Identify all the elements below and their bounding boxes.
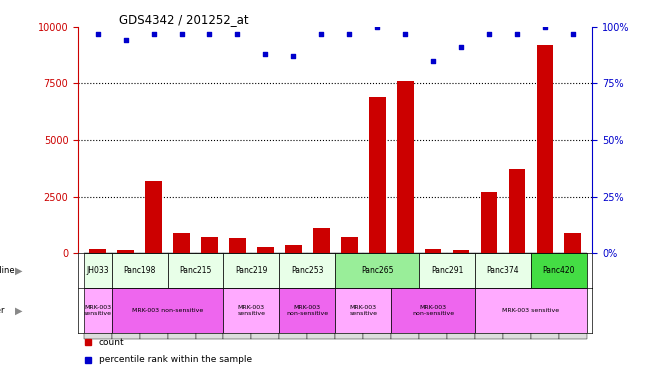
Bar <box>480 192 497 253</box>
Text: Panc291: Panc291 <box>431 266 464 275</box>
Bar <box>396 81 413 253</box>
Bar <box>223 288 279 333</box>
Point <box>372 24 382 30</box>
Bar <box>335 253 363 339</box>
Text: MRK-003
sensitive: MRK-003 sensitive <box>238 305 266 316</box>
Bar <box>84 288 112 333</box>
Bar <box>419 253 475 288</box>
Text: MRK-003 non-sensitive: MRK-003 non-sensitive <box>132 308 203 313</box>
Point <box>316 31 327 37</box>
Bar <box>335 253 419 288</box>
Text: MRK-003 sensitive: MRK-003 sensitive <box>503 308 559 313</box>
Bar <box>475 253 531 288</box>
Text: percentile rank within the sample: percentile rank within the sample <box>99 355 252 364</box>
Bar <box>89 248 106 253</box>
Bar <box>279 253 335 288</box>
Bar <box>307 253 335 339</box>
Point <box>148 31 159 37</box>
Bar <box>223 253 279 288</box>
Bar <box>475 288 587 333</box>
Point <box>176 31 187 37</box>
Bar <box>279 288 335 333</box>
Point <box>204 31 215 37</box>
Bar <box>145 181 162 253</box>
Bar <box>369 97 385 253</box>
Bar <box>391 253 419 339</box>
Point <box>288 53 299 60</box>
Text: JH033: JH033 <box>87 266 109 275</box>
Bar <box>112 288 223 333</box>
Text: Panc253: Panc253 <box>291 266 324 275</box>
Text: ▶: ▶ <box>15 306 23 316</box>
Bar <box>508 169 525 253</box>
Text: other: other <box>0 306 5 315</box>
Bar <box>452 250 469 253</box>
Bar <box>195 253 223 339</box>
Point <box>232 31 243 37</box>
Bar <box>257 247 274 253</box>
Bar <box>447 253 475 339</box>
Bar <box>139 253 167 339</box>
Point <box>512 31 522 37</box>
Point <box>456 44 466 50</box>
Bar <box>559 253 587 339</box>
Text: MRK-003
non-sensitive: MRK-003 non-sensitive <box>286 305 328 316</box>
Point <box>540 24 550 30</box>
Bar <box>117 250 134 253</box>
Bar <box>424 248 441 253</box>
Bar <box>285 245 301 253</box>
Bar <box>363 253 391 339</box>
Bar <box>223 253 251 339</box>
Text: MRK-003
sensitive: MRK-003 sensitive <box>84 305 112 316</box>
Bar <box>564 233 581 253</box>
Point <box>568 31 578 37</box>
Bar <box>391 288 475 333</box>
Bar <box>173 233 190 253</box>
Bar <box>475 253 503 339</box>
Bar <box>84 253 112 288</box>
Bar <box>536 45 553 253</box>
Text: MRK-003
non-sensitive: MRK-003 non-sensitive <box>412 305 454 316</box>
Bar <box>167 253 195 339</box>
Point <box>260 51 271 57</box>
Bar <box>531 253 587 288</box>
Bar <box>167 253 223 288</box>
Point <box>120 37 131 43</box>
Bar <box>531 253 559 339</box>
Bar <box>335 288 391 333</box>
Bar <box>112 253 167 288</box>
Bar <box>201 237 218 253</box>
Text: Panc198: Panc198 <box>124 266 156 275</box>
Text: Panc219: Panc219 <box>235 266 268 275</box>
Text: count: count <box>99 338 124 347</box>
Point <box>400 31 410 37</box>
Point <box>428 58 438 64</box>
Text: Panc374: Panc374 <box>487 266 519 275</box>
Bar <box>112 253 139 339</box>
Text: Panc420: Panc420 <box>543 266 575 275</box>
Point <box>484 31 494 37</box>
Bar <box>279 253 307 339</box>
Text: Panc265: Panc265 <box>361 266 393 275</box>
Text: cell line: cell line <box>0 266 15 275</box>
Bar <box>84 253 112 339</box>
Point <box>92 31 103 37</box>
Point <box>344 31 354 37</box>
Bar <box>313 228 329 253</box>
Bar <box>419 253 447 339</box>
Bar <box>251 253 279 339</box>
Bar <box>341 237 357 253</box>
Bar <box>503 253 531 339</box>
Text: ▶: ▶ <box>15 266 23 276</box>
Text: MRK-003
sensitive: MRK-003 sensitive <box>349 305 377 316</box>
Text: GDS4342 / 201252_at: GDS4342 / 201252_at <box>119 13 249 26</box>
Bar <box>229 238 246 253</box>
Text: Panc215: Panc215 <box>179 266 212 275</box>
